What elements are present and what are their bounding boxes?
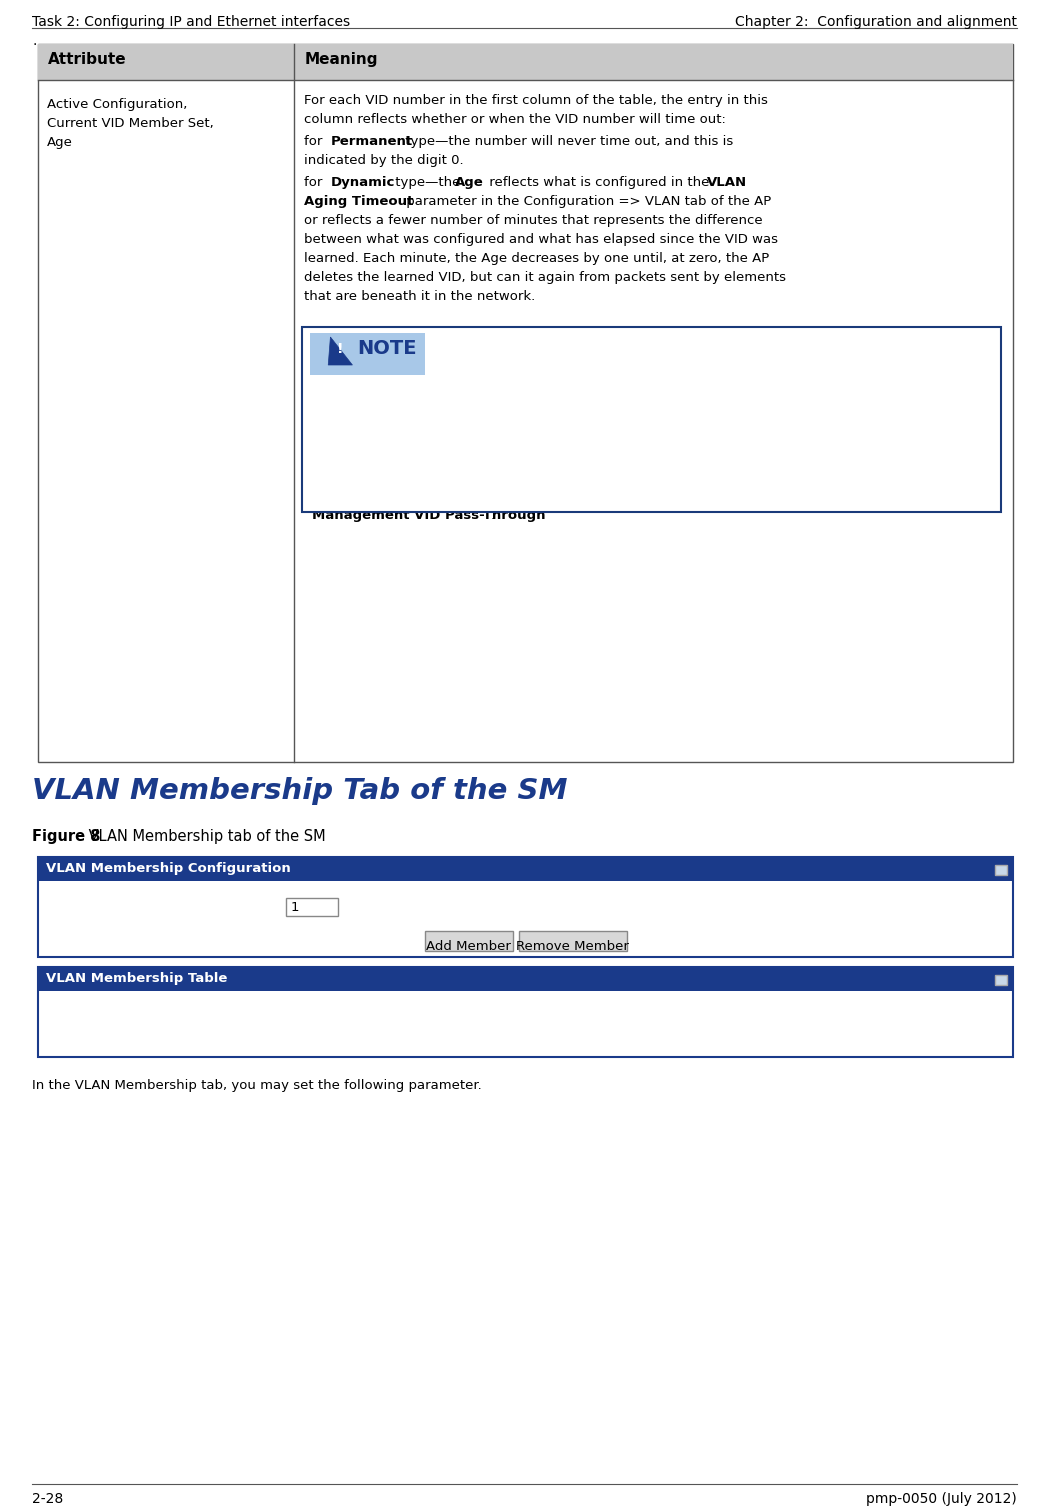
Text: Aging Timeout: Aging Timeout [305, 195, 414, 209]
Text: Task 2: Configuring IP and Ethernet interfaces: Task 2: Configuring IP and Ethernet inte… [32, 15, 350, 29]
Text: between what was configured and what has elapsed since the VID was: between what was configured and what has… [305, 233, 778, 246]
Text: Add Member: Add Member [426, 940, 511, 953]
Text: type—the number will never time out, and this is: type—the number will never time out, and… [401, 135, 734, 148]
Text: ----------------------------: ---------------------------- [53, 1024, 179, 1037]
Text: Current VID Member Set,: Current VID Member Set, [47, 116, 214, 130]
Text: or reflects a fewer number of minutes that represents the difference: or reflects a fewer number of minutes th… [305, 215, 763, 227]
Text: A VLAN profile administered by Prizm is capable of overriding: A VLAN profile administered by Prizm is … [312, 426, 722, 440]
Text: Figure 8: Figure 8 [32, 829, 101, 844]
Text: Dynamic: Dynamic [331, 175, 395, 189]
Text: Attribute: Attribute [48, 51, 127, 67]
Text: learned. Each minute, the Age decreases by one until, at zero, the AP: learned. Each minute, the Age decreases … [305, 253, 770, 265]
Text: .: . [32, 33, 37, 48]
Text: VLAN Membership Tab of the SM: VLAN Membership Tab of the SM [32, 777, 567, 804]
Text: The AP can override the value that the SM has configured for: The AP can override the value that the S… [312, 490, 726, 503]
Text: parameter: parameter [650, 446, 726, 460]
Text: VLAN Membership tab of the SM: VLAN Membership tab of the SM [84, 829, 326, 844]
Text: Meaning: Meaning [305, 51, 378, 67]
Bar [518, 931, 626, 951]
Bar [38, 44, 1013, 762]
Text: Age: Age [455, 175, 484, 189]
Text: Configuration Source: Configuration Source [520, 446, 680, 460]
Text: Age: Age [47, 136, 73, 150]
Polygon shape [328, 337, 353, 364]
Text: In the VLAN Membership tab, you may set the following parameter.: In the VLAN Membership tab, you may set … [32, 1080, 482, 1092]
Text: indicated by the digit 0.: indicated by the digit 0. [305, 154, 464, 166]
Bar [995, 975, 1007, 984]
Text: 2-28: 2-28 [32, 1492, 63, 1506]
Text: in the AP is set to BAM.: in the AP is set to BAM. [312, 466, 467, 478]
Text: that are beneath it in the network.: that are beneath it in the network. [305, 290, 536, 302]
Text: for: for [305, 135, 327, 148]
Text: NOTE: NOTE [357, 339, 417, 358]
Text: SM: SM [677, 490, 700, 503]
Text: any configured VLAN value, if the: any configured VLAN value, if the [312, 446, 540, 460]
Text: VLAN: VLAN [708, 175, 748, 189]
Text: parameter in the Configuration => VLAN tab of the AP: parameter in the Configuration => VLAN t… [402, 195, 772, 209]
Text: !: ! [337, 342, 343, 355]
Text: Active Configuration,: Active Configuration, [47, 98, 187, 110]
Bar [995, 865, 1007, 875]
Text: Permanent: Permanent [331, 135, 413, 148]
Bar [38, 968, 1013, 990]
Bar [286, 898, 338, 916]
Text: reflects what is configured in the: reflects what is configured in the [486, 175, 714, 189]
Bar [303, 327, 1001, 513]
Text: Empty Set: Empty Set [53, 1040, 121, 1054]
Bar [38, 968, 1013, 1057]
Text: Management VID Pass-Through: Management VID Pass-Through [312, 510, 545, 522]
Bar [310, 333, 425, 375]
Text: .: . [490, 510, 494, 522]
Text: VLAN Membership Table: VLAN Membership Table [46, 972, 227, 984]
Text: column reflects whether or when the VID number will time out:: column reflects whether or when the VID … [305, 113, 727, 125]
Text: attempted values in configurations:: attempted values in configurations: [312, 402, 551, 414]
Text: Chapter 2:  Configuration and alignment: Chapter 2: Configuration and alignment [735, 15, 1017, 29]
Text: type—the: type—the [392, 175, 465, 189]
Text: (Range : 1 — 4094): (Range : 1 — 4094) [348, 901, 477, 913]
Bar [38, 857, 1013, 957]
Text: VLAN Membership Table Configuration :: VLAN Membership Table Configuration : [53, 901, 317, 913]
Text: for: for [305, 175, 327, 189]
Text: Remove Member: Remove Member [516, 940, 629, 953]
Text: Values in this Active Configuration block can differ from: Values in this Active Configuration bloc… [312, 383, 685, 396]
Text: deletes the learned VID, but can it again from packets sent by elements: deletes the learned VID, but can it agai… [305, 271, 786, 284]
Text: 1: 1 [291, 901, 299, 913]
Text: pmp-0050 (July 2012): pmp-0050 (July 2012) [866, 1492, 1017, 1506]
Text: VLAN Membership Configuration: VLAN Membership Configuration [46, 862, 291, 875]
Bar [38, 44, 1013, 80]
Bar [424, 931, 512, 951]
Text: VLAN Membership Table VID Number   Type   Age: VLAN Membership Table VID Number Type Ag… [53, 1007, 381, 1021]
Bar [38, 857, 1013, 881]
Text: For each VID number in the first column of the table, the entry in this: For each VID number in the first column … [305, 94, 768, 107]
